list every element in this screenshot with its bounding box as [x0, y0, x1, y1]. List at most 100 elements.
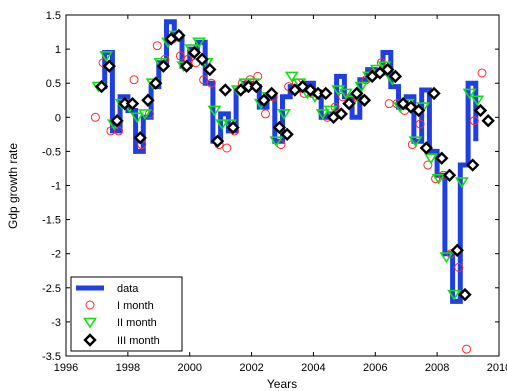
point-iii-month [481, 114, 495, 128]
point-i-month [129, 75, 139, 85]
point-iii-month [473, 103, 488, 118]
y-tick-label: 1.5 [46, 10, 61, 22]
point-iii-month [218, 83, 232, 97]
point-ii-month [315, 109, 330, 120]
point-iii-month [319, 86, 333, 101]
y-tick-label: -1 [51, 181, 61, 193]
point-iii-month [94, 79, 109, 94]
legend-label-ii-month: II month [117, 317, 157, 329]
legend-swatch-i-month [85, 300, 95, 310]
point-iii-month [342, 96, 356, 111]
y-tick-label: -3 [51, 317, 61, 329]
point-iii-month [442, 168, 457, 182]
point-i-month [454, 262, 464, 272]
point-iii-month [272, 120, 287, 135]
x-tick-label: 2002 [239, 362, 263, 374]
point-iii-month [427, 86, 441, 101]
point-iii-month [195, 52, 209, 67]
point-iii-month [435, 151, 449, 165]
point-i-month [469, 116, 479, 126]
point-iii-month [125, 96, 140, 111]
x-tick-label: 2006 [363, 362, 387, 374]
point-ii-month [462, 88, 477, 100]
point-i-month [90, 112, 100, 122]
point-i-month [477, 68, 487, 78]
point-iii-month [210, 134, 225, 148]
legend-entry-ii-month: II month [83, 317, 157, 329]
legend-label-data: data [117, 283, 139, 295]
point-i-month [206, 78, 216, 88]
point-i-month [222, 143, 232, 153]
x-tick-label: 2000 [177, 362, 201, 374]
point-i-month [462, 344, 472, 354]
y-tick-label: -2.5 [42, 283, 61, 295]
point-ii-month [439, 252, 454, 264]
point-iii-month [203, 62, 217, 77]
point-iii-month [187, 45, 202, 60]
x-tick-label: 2004 [301, 362, 325, 374]
point-ii-month [423, 153, 438, 165]
point-iii-month [380, 62, 395, 77]
point-i-month [260, 109, 270, 119]
point-ii-month [130, 112, 145, 124]
point-ii-month [192, 37, 206, 49]
point-i-month [199, 75, 209, 85]
point-i-month [415, 119, 425, 129]
point-iii-month [148, 76, 163, 90]
point-iii-month [249, 79, 263, 94]
point-ii-month [470, 95, 485, 107]
point-ii-month [269, 136, 284, 148]
y-tick-label: -3.5 [42, 351, 61, 363]
point-iii-month [388, 69, 403, 84]
point-iii-month [264, 86, 279, 101]
point-ii-month [431, 173, 446, 185]
point-iii-month [280, 127, 294, 142]
point-iii-month [133, 131, 147, 145]
point-iii-month [357, 93, 372, 107]
point-iii-month [172, 28, 186, 43]
point-ii-month [99, 51, 114, 62]
point-iii-month [226, 120, 240, 135]
point-ii-month [137, 109, 152, 120]
legend-swatch-ii-month [83, 317, 97, 329]
legend-entry-i-month: I month [85, 300, 154, 312]
legend-entry-iii-month: III month [83, 333, 160, 347]
point-iii-month [257, 93, 271, 107]
point-ii-month [207, 105, 222, 117]
point-i-month [152, 41, 162, 51]
point-iii-month [334, 107, 348, 121]
point-i-month [175, 51, 185, 61]
point-ii-month [277, 109, 292, 120]
point-iii-month [102, 59, 116, 73]
point-ii-month [454, 177, 469, 189]
legend-swatch-iii-month [83, 333, 97, 347]
point-iii-month [179, 59, 194, 73]
point-iii-month [450, 243, 464, 257]
point-iii-month [466, 158, 480, 172]
point-i-month [423, 160, 433, 170]
point-ii-month [338, 88, 353, 100]
y-tick-label: -1.5 [42, 215, 61, 227]
legend-label-iii-month: III month [117, 335, 160, 347]
point-ii-month [408, 136, 423, 148]
axes-layer: 1996 1998 2000 2002 2004 2006 2008 2010 -3.5 -3 -2… [42, 10, 507, 374]
point-iii-month [419, 141, 434, 155]
legend-entry-data: data [76, 283, 139, 295]
y-tick-label: -2 [51, 249, 61, 261]
x-tick-label: 1998 [116, 362, 140, 374]
point-ii-month [323, 105, 338, 117]
point-ii-month [447, 289, 462, 301]
series-layer [90, 19, 495, 354]
y-tick-label: 0.5 [46, 78, 61, 90]
point-iii-month [411, 103, 426, 118]
x-tick-label: 2008 [425, 362, 449, 374]
y-tick-label: 0 [55, 112, 61, 124]
x-tick-label: 1996 [54, 362, 78, 374]
point-iii-month [156, 59, 171, 73]
point-iii-month [110, 114, 124, 128]
legend: data I month II month III month [70, 276, 183, 352]
point-iii-month [458, 287, 472, 302]
legend-label-i-month: I month [117, 300, 154, 312]
x-axis-label: Years [267, 377, 297, 391]
y-tick-label: 1 [55, 44, 61, 56]
